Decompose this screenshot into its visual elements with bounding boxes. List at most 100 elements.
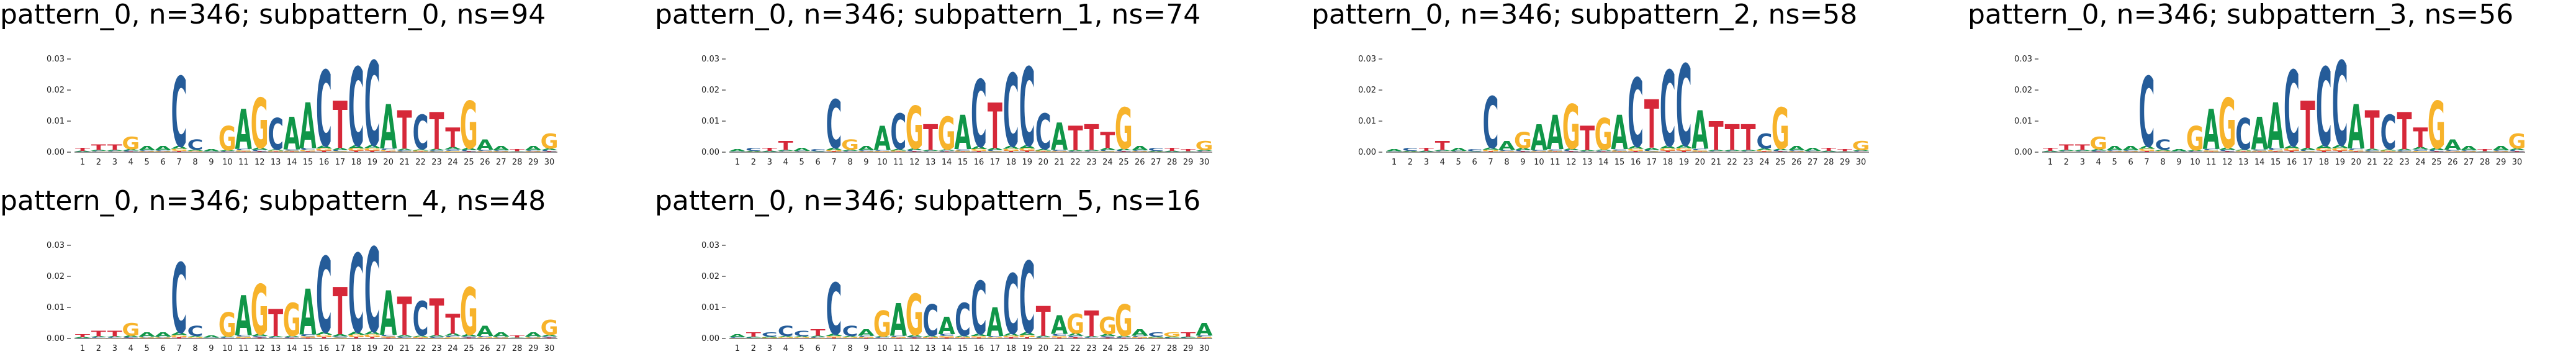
minor-letter: T — [284, 152, 299, 153]
x-tick-label: 10 — [2190, 158, 2200, 167]
dominant-letter: C — [1148, 147, 1164, 152]
dominant-letter: A — [2492, 145, 2509, 152]
minor-letter: A — [1035, 335, 1052, 337]
minor-letter: C — [874, 337, 890, 338]
minor-letter: A — [541, 148, 558, 150]
x-tick-label: 28 — [512, 344, 523, 353]
x-tick-label: 26 — [1135, 158, 1145, 167]
minor-letter: A — [922, 335, 940, 337]
dominant-letter: G — [218, 306, 236, 345]
minor-letter: G — [2105, 151, 2123, 152]
dominant-letter: C — [268, 109, 284, 160]
y-tick-label: 0.01 — [1358, 117, 1376, 126]
minor-letter: G — [2492, 151, 2510, 152]
minor-letter: C — [778, 151, 794, 152]
minor-letter: A — [1019, 332, 1036, 336]
minor-letter: T — [461, 337, 476, 338]
dominant-letter: G — [541, 316, 559, 340]
minor-letter: T — [939, 152, 954, 153]
minor-letter: G — [2138, 148, 2156, 152]
minor-letter: G — [1050, 335, 1068, 338]
minor-letter: G — [841, 337, 859, 338]
dominant-letter: T — [445, 122, 460, 154]
dominant-letter: A — [874, 119, 891, 158]
logo-column: CA — [729, 148, 746, 152]
x-tick-label: 30 — [1199, 158, 1210, 167]
dominant-letter: G — [1066, 309, 1084, 340]
x-tick-label: 16 — [319, 158, 330, 167]
minor-letter: T — [349, 337, 364, 339]
x-tick-label: 8 — [847, 344, 852, 353]
minor-letter: G — [1627, 148, 1645, 152]
minor-letter: A — [1675, 144, 1693, 149]
minor-letter: A — [809, 335, 827, 337]
x-tick-label: 5 — [145, 344, 150, 353]
minor-letter: A — [2364, 148, 2381, 151]
dominant-letter: T — [1164, 147, 1180, 152]
minor-letter: C — [2300, 150, 2316, 152]
x-tick-label: 4 — [783, 344, 788, 353]
x-tick-label: 8 — [192, 344, 197, 353]
minor-letter: C — [332, 336, 348, 338]
minor-letter: A — [2396, 148, 2413, 151]
x-tick-label: 28 — [1824, 158, 1834, 167]
logo-column: GAC — [744, 147, 762, 152]
x-tick-label: 23 — [1743, 158, 1754, 167]
minor-letter: G — [476, 150, 494, 152]
minor-letter: A — [1067, 333, 1084, 337]
minor-letter: T — [542, 337, 557, 338]
dominant-letter: G — [122, 320, 140, 340]
minor-letter: A — [938, 149, 955, 151]
logo-column: AC — [1466, 148, 1484, 152]
minor-letter: G — [235, 150, 253, 152]
minor-letter: C — [2461, 150, 2477, 152]
minor-letter: G — [1018, 148, 1036, 152]
dominant-letter: C — [826, 268, 842, 350]
x-tick-label: 4 — [783, 158, 788, 167]
dominant-letter: C — [364, 224, 381, 354]
minor-letter: C — [381, 148, 397, 150]
minor-letter: G — [331, 337, 349, 338]
minor-letter: A — [1035, 148, 1052, 151]
dominant-letter: C — [842, 324, 858, 339]
minor-letter: G — [154, 337, 172, 338]
minor-letter: A — [842, 150, 859, 152]
dominant-letter: A — [299, 90, 316, 163]
minor-letter: A — [761, 150, 778, 152]
dominant-letter: T — [333, 275, 348, 350]
minor-letter: G — [525, 337, 543, 338]
x-tick-label: 12 — [909, 158, 920, 167]
minor-letter: G — [235, 336, 253, 338]
dominant-letter: G — [1099, 312, 1117, 340]
minor-letter: G — [2315, 148, 2333, 152]
minor-letter: C — [1853, 151, 1869, 152]
logo-column: GCA — [1449, 147, 1467, 152]
x-tick-label: 14 — [2254, 158, 2265, 167]
minor-letter: G — [2363, 151, 2381, 152]
minor-letter: T — [1116, 151, 1131, 152]
dominant-letter: A — [2267, 90, 2284, 163]
x-tick-label: 10 — [1534, 158, 1544, 167]
minor-letter: T — [413, 152, 428, 153]
